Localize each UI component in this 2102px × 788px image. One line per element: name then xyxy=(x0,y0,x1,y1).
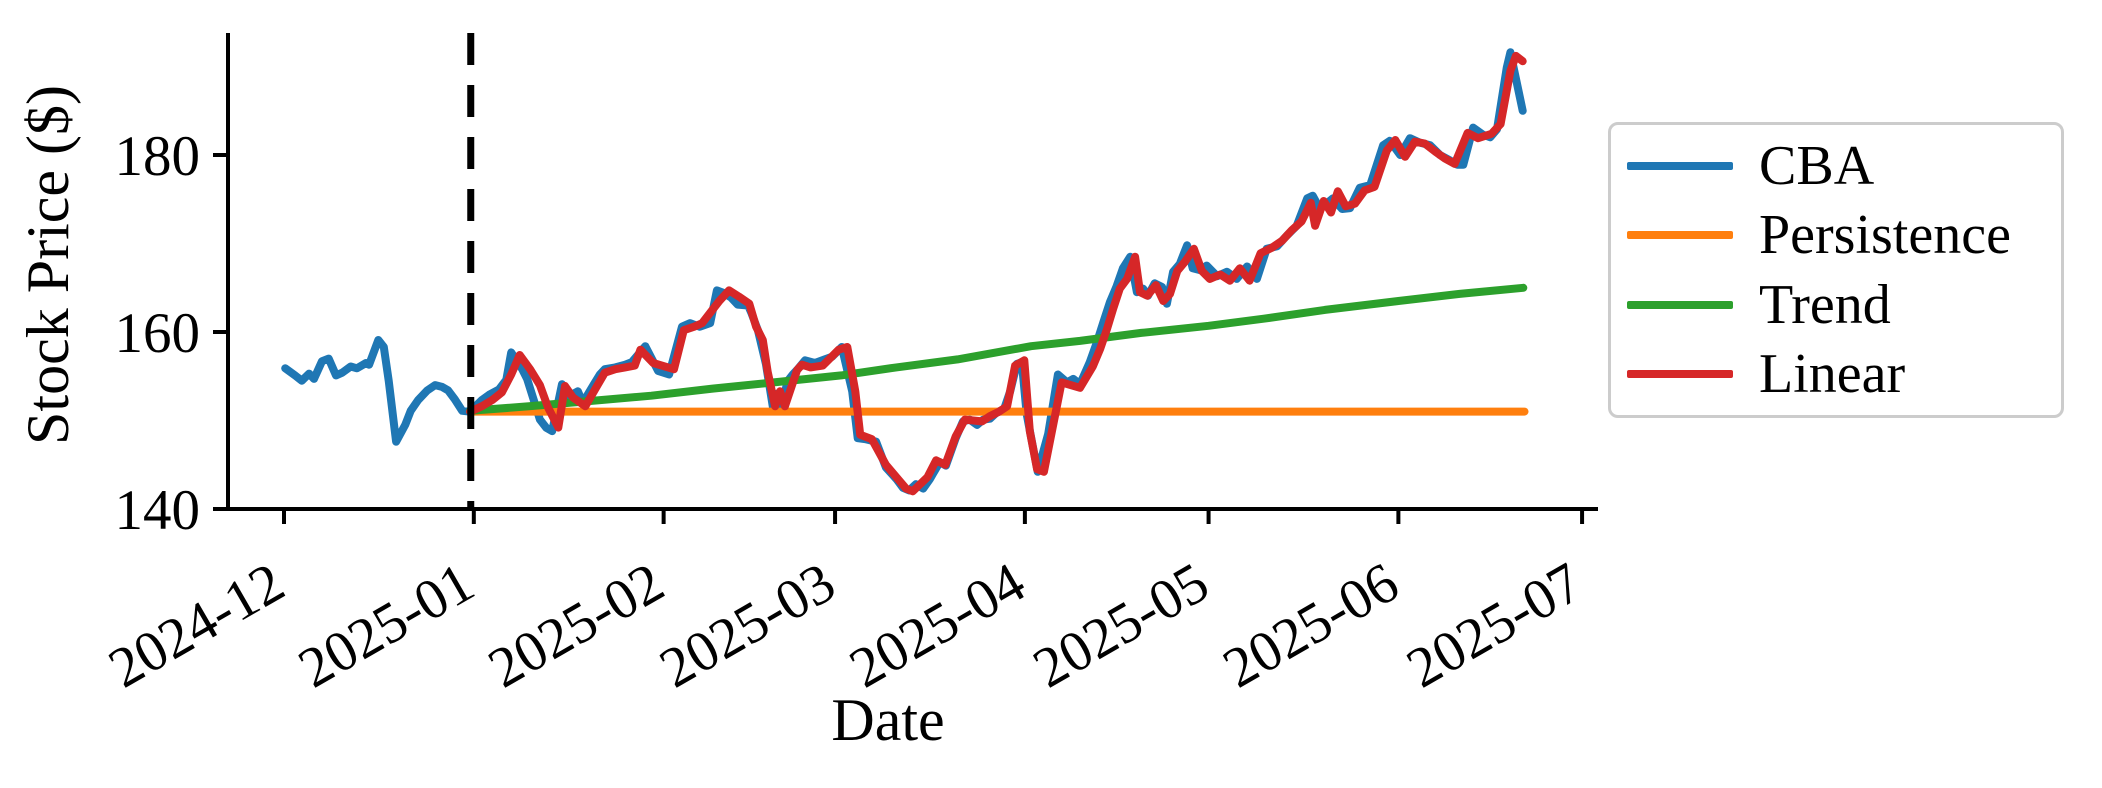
x-tick-label: 2024-12 xyxy=(98,551,294,701)
plot-series xyxy=(281,33,1529,509)
legend-item-trend: Trend xyxy=(1627,270,2061,340)
legend-item-cba: CBA xyxy=(1627,131,2061,201)
y-tick-label: 180 xyxy=(115,125,201,188)
y-tick-label: 160 xyxy=(115,302,201,365)
y-tick-label: 140 xyxy=(115,479,201,542)
x-tick-label: 2025-06 xyxy=(1213,551,1409,701)
x-tick-label: 2025-02 xyxy=(478,551,674,701)
legend-swatch-linear-icon xyxy=(1627,370,1733,379)
x-axis-label: Date xyxy=(831,687,944,753)
legend-swatch-trend-icon xyxy=(1627,300,1733,309)
legend-item-persistence: Persistence xyxy=(1627,201,2061,271)
legend: CBA Persistence Trend Linear xyxy=(1608,122,2064,418)
x-tick-label: 2025-01 xyxy=(288,551,484,701)
legend-label-trend: Trend xyxy=(1759,273,1891,336)
x-tick-label: 2025-07 xyxy=(1397,551,1593,701)
legend-item-linear: Linear xyxy=(1627,340,2061,410)
x-tick-label: 2025-04 xyxy=(839,551,1035,701)
legend-label-cba: CBA xyxy=(1759,134,1875,197)
legend-label-persistence: Persistence xyxy=(1759,204,2011,267)
legend-label-linear: Linear xyxy=(1759,343,1906,406)
legend-swatch-cba-icon xyxy=(1627,161,1733,170)
y-axis-label: Stock Price ($) xyxy=(15,85,81,445)
x-tick-label: 2025-05 xyxy=(1023,551,1219,701)
series-line-linear xyxy=(466,51,1527,496)
series-line-trend xyxy=(466,283,1528,415)
x-tick-label: 2025-03 xyxy=(650,551,846,701)
legend-swatch-persistence-icon xyxy=(1627,231,1733,240)
